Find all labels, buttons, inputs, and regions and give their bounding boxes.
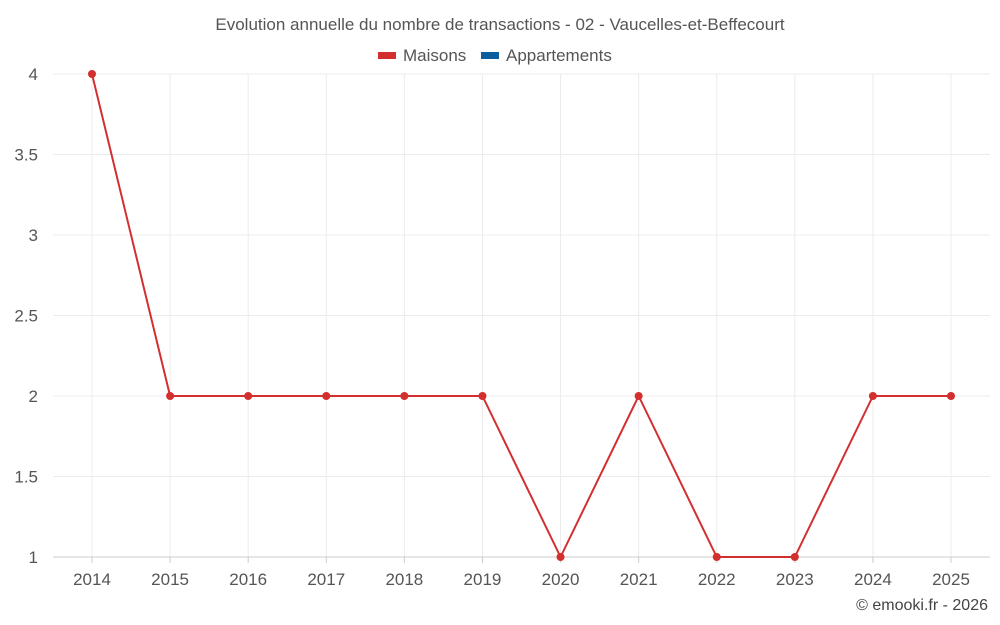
data-point-maisons-2025 bbox=[947, 392, 955, 400]
chart-title: Evolution annuelle du nombre de transact… bbox=[215, 15, 784, 34]
y-tick-label-1: 1 bbox=[29, 548, 38, 567]
legend: Maisons Appartements bbox=[378, 46, 612, 65]
data-point-maisons-2021 bbox=[634, 392, 643, 400]
x-tick-label-2024: 2024 bbox=[854, 570, 892, 589]
data-point-maisons-2019 bbox=[478, 392, 487, 400]
legend-label-appartements: Appartements bbox=[506, 46, 612, 65]
x-tick-label-2020: 2020 bbox=[542, 570, 580, 589]
x-tick-label-2014: 2014 bbox=[73, 570, 111, 589]
data-point-maisons-2014 bbox=[88, 70, 96, 78]
y-tick-label-4: 4 bbox=[29, 65, 38, 84]
data-point-maisons-2018 bbox=[400, 392, 409, 400]
x-tick-label-2018: 2018 bbox=[385, 570, 423, 589]
x-tick-label-2017: 2017 bbox=[307, 570, 345, 589]
data-point-maisons-2015 bbox=[166, 392, 175, 400]
data-point-maisons-2020 bbox=[556, 553, 565, 561]
data-point-maisons-2024 bbox=[868, 392, 877, 400]
data-point-maisons-2022 bbox=[712, 553, 721, 561]
y-tick-label-2: 2 bbox=[29, 387, 38, 406]
y-tick-label-1-5: 1.5 bbox=[14, 468, 38, 487]
axes bbox=[53, 556, 990, 563]
x-tick-label-2015: 2015 bbox=[151, 570, 189, 589]
x-tick-label-2021: 2021 bbox=[620, 570, 658, 589]
y-tick-label-2-5: 2.5 bbox=[14, 307, 38, 326]
x-tick-label-2023: 2023 bbox=[776, 570, 814, 589]
legend-item-appartements[interactable]: Appartements bbox=[481, 46, 612, 65]
data-point-maisons-2017 bbox=[322, 392, 331, 400]
series-line-maisons bbox=[91, 73, 951, 558]
grid bbox=[53, 73, 990, 557]
x-tick-label-2019: 2019 bbox=[464, 570, 502, 589]
legend-swatch-maisons bbox=[378, 52, 396, 59]
x-tick-label-2022: 2022 bbox=[698, 570, 736, 589]
y-tick-label-3-5: 3.5 bbox=[14, 146, 38, 165]
legend-label-maisons: Maisons bbox=[403, 46, 466, 65]
data-point-maisons-2016 bbox=[244, 392, 253, 400]
x-axis-ticks: 2014 2015 2016 2017 2018 2019 2020 2021 2022 2023… bbox=[73, 570, 970, 589]
data-point-maisons-2023 bbox=[790, 553, 799, 561]
credit-text: © emooki.fr - 2026 bbox=[856, 597, 988, 614]
x-tick-label-2016: 2016 bbox=[229, 570, 267, 589]
x-tick-label-2025: 2025 bbox=[932, 570, 970, 589]
series bbox=[88, 70, 955, 561]
legend-swatch-appartements bbox=[481, 52, 499, 59]
legend-item-maisons[interactable]: Maisons bbox=[378, 46, 466, 65]
y-axis-ticks: 1 1.5 2 2.5 3 3.5 4 bbox=[14, 65, 38, 567]
y-tick-label-3: 3 bbox=[29, 226, 38, 245]
